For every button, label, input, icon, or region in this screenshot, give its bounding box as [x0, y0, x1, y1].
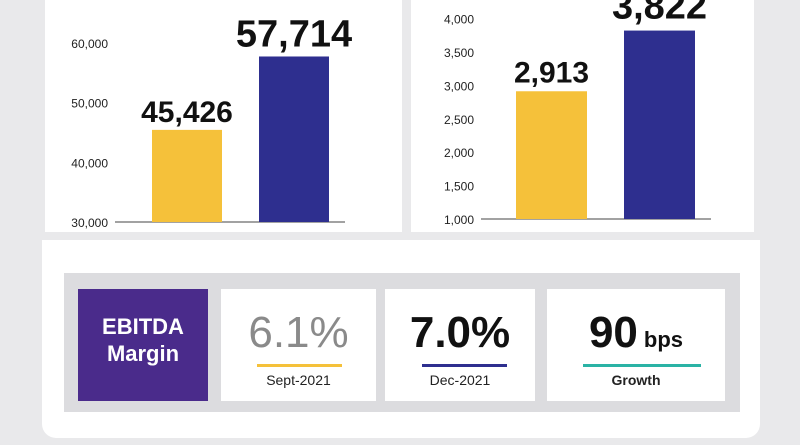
dec-margin-tile: 7.0% Dec-2021 — [385, 289, 535, 401]
growth-unit: bps — [643, 327, 684, 352]
y-tick-label: 2,000 — [444, 146, 474, 160]
bar-sept — [516, 91, 587, 219]
bar-dec — [259, 56, 329, 222]
dec-margin-label: Dec-2021 — [429, 372, 491, 388]
growth-label: Growth — [611, 372, 661, 388]
sept-margin-tile: 6.1% Sept-2021 — [221, 289, 376, 401]
sept-underline — [257, 364, 342, 367]
y-tick-label: 3,000 — [444, 79, 474, 93]
y-tick-label: 3,500 — [444, 46, 474, 60]
x-category-label: Dec-2021 — [629, 231, 690, 232]
dec-underline — [422, 364, 507, 367]
growth-value-wrap: 90 bps — [547, 309, 725, 364]
ebitda-label-line1: EBITDA — [102, 314, 184, 339]
sept-margin-label: Sept-2021 — [266, 372, 331, 388]
bar-sept — [152, 129, 222, 222]
ebitda-margin-tile: EBITDA Margin — [78, 289, 208, 401]
left-chart-panel: 30,00040,00050,00060,00045,426Sept-20215… — [45, 0, 402, 232]
ebitda-label-line2: Margin — [106, 341, 180, 366]
growth-underline — [583, 364, 701, 367]
bar-value-label: 2,913 — [514, 56, 589, 89]
sept-margin-value: 6.1% — [248, 308, 349, 357]
right-chart-panel: 1,000 1,500 2,000 2,500 3,000 3,500 4,000 2,913… — [411, 0, 754, 232]
y-tick-label: 4,000 — [444, 13, 474, 27]
y-tick-label: 2,500 — [444, 113, 474, 127]
y-tick-label: 1,500 — [444, 180, 474, 194]
growth-tile: 90 bps Growth — [547, 289, 725, 401]
y-tick-label: 60,000 — [71, 37, 108, 51]
bar-value-label: 45,426 — [141, 96, 233, 129]
left-bar-chart: 30,00040,00050,00060,00045,426Sept-20215… — [71, 13, 352, 230]
growth-value: 90 — [588, 308, 638, 357]
y-tick-label: 50,000 — [71, 97, 108, 111]
dec-margin-value: 7.0% — [409, 308, 511, 357]
y-tick-label: 1,000 — [444, 213, 474, 227]
right-bar-chart: 1,000 1,500 2,000 2,500 3,000 3,500 4,000 2,913… — [444, 0, 711, 232]
y-tick-label: 40,000 — [71, 156, 108, 170]
bar-value-label: 3,822 — [612, 0, 707, 28]
bar-dec — [624, 30, 695, 219]
ebitda-margin-label: EBITDA Margin — [78, 313, 208, 367]
x-category-label: Sept-2021 — [519, 231, 584, 232]
y-tick-label: 30,000 — [71, 216, 108, 230]
bar-value-label: 57,714 — [236, 13, 352, 55]
